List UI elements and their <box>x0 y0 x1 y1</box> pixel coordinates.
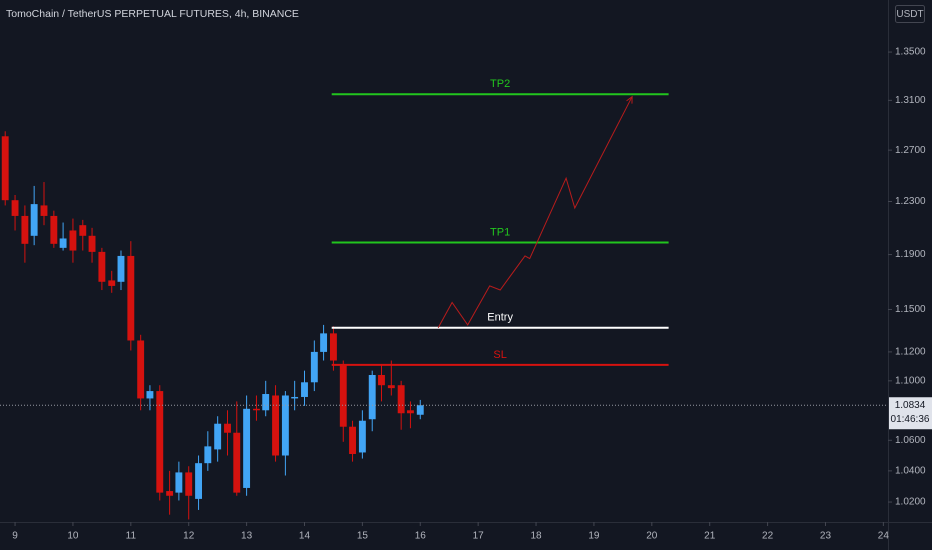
currency-label[interactable]: USDT <box>896 9 923 20</box>
candle-body <box>146 391 154 399</box>
candle-body <box>1 136 9 201</box>
x-tick-label: 11 <box>126 531 137 542</box>
y-tick-label: 1.1200 <box>895 347 926 358</box>
last-price-box <box>889 397 932 430</box>
candle-body <box>291 396 299 399</box>
candle-body <box>301 382 308 397</box>
candle-body <box>349 426 356 454</box>
candle-body <box>185 472 193 496</box>
candle-body <box>98 251 106 282</box>
level-label: TP1 <box>490 226 510 238</box>
candle-body <box>368 375 376 420</box>
candle-body <box>59 238 67 248</box>
candle-body <box>50 215 58 244</box>
y-tick-label: 1.0600 <box>895 435 926 446</box>
y-tick-label: 1.0200 <box>895 497 926 508</box>
candle-body <box>137 340 145 399</box>
y-tick-label: 1.3100 <box>895 95 926 106</box>
x-tick-label: 19 <box>588 531 600 542</box>
x-tick-label: 22 <box>762 531 774 542</box>
x-tick-label: 9 <box>12 531 18 542</box>
candle-body <box>11 200 19 216</box>
candle-body <box>127 255 135 341</box>
candle-body <box>329 333 337 361</box>
x-tick-label: 14 <box>299 531 311 542</box>
candle-body <box>117 255 125 282</box>
y-tick-label: 1.1500 <box>895 304 926 315</box>
candle-body <box>175 472 183 493</box>
plot-area <box>1 131 424 520</box>
candle-body <box>320 333 328 352</box>
y-tick-label: 1.2300 <box>895 196 926 207</box>
level-label: Entry <box>487 312 513 324</box>
candle-body <box>88 235 96 252</box>
candle-body <box>378 375 385 386</box>
x-tick-label: 24 <box>878 531 890 542</box>
candle-body <box>233 432 241 493</box>
candle-body <box>262 394 270 411</box>
level-label: SL <box>493 349 506 361</box>
projection-arrowhead <box>626 95 633 104</box>
y-tick-label: 1.2700 <box>895 145 926 156</box>
candle-body <box>252 408 260 411</box>
x-tick-label: 21 <box>704 531 716 542</box>
candle-body <box>310 351 318 383</box>
x-tick-label: 15 <box>357 531 369 542</box>
candle-body <box>224 423 231 433</box>
candle-body <box>156 391 164 493</box>
x-tick-label: 23 <box>820 531 832 542</box>
y-tick-label: 1.3500 <box>895 47 926 58</box>
candle-body <box>243 408 251 488</box>
chart-title: TomoChain / TetherUS PERPETUAL FUTURES, … <box>6 8 299 20</box>
x-tick-label: 18 <box>530 531 542 542</box>
candle-body <box>358 420 366 453</box>
candle-body <box>69 230 77 251</box>
currency-button[interactable] <box>895 5 925 23</box>
y-tick-label: 1.1900 <box>895 249 926 260</box>
y-tick-label: 1.0400 <box>895 466 926 477</box>
candle-body <box>204 446 212 464</box>
countdown-label: 01:46:36 <box>891 414 930 425</box>
candle-body <box>272 395 279 456</box>
y-tick-label: 1.1000 <box>895 375 926 386</box>
candle-body <box>406 410 414 414</box>
candle-body <box>195 463 202 499</box>
candle-body <box>416 405 424 415</box>
x-tick-label: 13 <box>241 531 253 542</box>
x-tick-label: 16 <box>415 531 427 542</box>
candle-body <box>21 215 29 244</box>
candle-body <box>40 205 48 216</box>
candle-body <box>339 364 347 427</box>
x-tick-label: 17 <box>473 531 485 542</box>
candle-body <box>79 225 87 236</box>
x-tick-label: 10 <box>67 531 79 542</box>
x-tick-label: 12 <box>183 531 195 542</box>
last-price-label: 1.0834 <box>895 400 926 411</box>
candle-body <box>108 280 116 286</box>
level-label: TP2 <box>490 78 510 90</box>
candle-body <box>214 423 222 450</box>
candle-body <box>281 395 289 456</box>
candle-body <box>30 204 38 236</box>
candle-body <box>166 491 174 496</box>
candle-body <box>397 385 405 414</box>
x-tick-label: 20 <box>646 531 658 542</box>
projection-path <box>437 96 633 328</box>
candle-body <box>387 385 395 389</box>
